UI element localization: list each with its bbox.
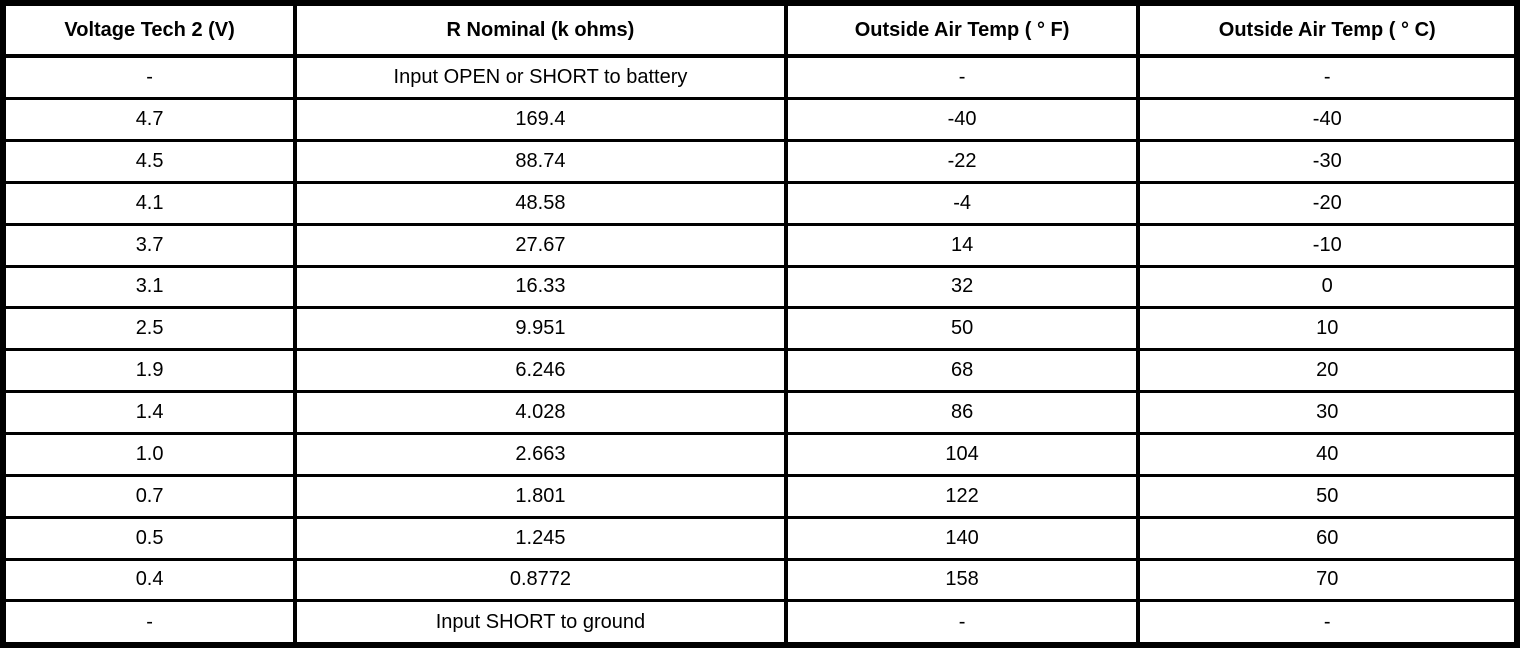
table-cell: 1.9 <box>0 348 298 394</box>
table-cell: 4.7 <box>0 97 298 142</box>
table-cell: -22 <box>783 138 1141 184</box>
table-row: 0.5 1.245 140 60 <box>0 515 1519 561</box>
table-cell: 32 <box>783 264 1141 310</box>
table-cell: -40 <box>1136 97 1519 142</box>
table-cell: 10 <box>1136 306 1519 352</box>
table-row: 4.1 48.58 -4 -20 <box>0 180 1519 226</box>
table-cell: 1.801 <box>293 473 788 519</box>
table-cell: 0.7 <box>0 473 298 519</box>
table-cell: 1.0 <box>0 431 298 477</box>
table-cell: 158 <box>783 557 1141 603</box>
table-cell: -40 <box>783 97 1141 142</box>
table-row: 0.4 0.8772 158 70 <box>0 557 1519 603</box>
table-cell: -30 <box>1136 138 1519 184</box>
table-cell: 2.663 <box>293 431 788 477</box>
table-header-row: Voltage Tech 2 (V) R Nominal (k ohms) Ou… <box>0 1 1519 58</box>
table-cell: 88.74 <box>293 138 788 184</box>
table-cell: - <box>0 54 298 101</box>
table-cell: 6.246 <box>293 348 788 394</box>
table-body: - Input OPEN or SHORT to battery - -4.7 169.… <box>0 54 1519 647</box>
table-row: - Input OPEN or SHORT to battery - - <box>0 54 1519 101</box>
table-row: 3.1 16.33 32 0 <box>0 264 1519 310</box>
column-header-r-nominal: R Nominal (k ohms) <box>293 1 788 58</box>
table-cell: 40 <box>1136 431 1519 477</box>
column-header-temp-f: Outside Air Temp ( ° F) <box>783 1 1141 58</box>
table-cell: 169.4 <box>293 97 788 142</box>
table-cell: 20 <box>1136 348 1519 394</box>
table-cell: 0.4 <box>0 557 298 603</box>
table-cell: 14 <box>783 222 1141 268</box>
table-row: - Input SHORT to ground - - <box>0 599 1519 647</box>
table-cell: 4.5 <box>0 138 298 184</box>
table-cell: 4.028 <box>293 390 788 435</box>
table-row: 1.4 4.028 86 30 <box>0 390 1519 435</box>
table-cell: - <box>783 599 1141 647</box>
table-cell: Input OPEN or SHORT to battery <box>293 54 788 101</box>
table-row: 4.7 169.4 -40 -40 <box>0 97 1519 142</box>
table-cell: 30 <box>1136 390 1519 435</box>
table-cell: 1.4 <box>0 390 298 435</box>
table-row: 4.5 88.74 -22 -30 <box>0 138 1519 184</box>
table-cell: -10 <box>1136 222 1519 268</box>
table-cell: 122 <box>783 473 1141 519</box>
table-row: 0.7 1.801 122 50 <box>0 473 1519 519</box>
table-cell: 27.67 <box>293 222 788 268</box>
table-cell: 68 <box>783 348 1141 394</box>
table-cell: - <box>783 54 1141 101</box>
table-cell: 4.1 <box>0 180 298 226</box>
table-cell: 70 <box>1136 557 1519 603</box>
table-row: 1.9 6.246 68 20 <box>0 348 1519 394</box>
table-cell: Input SHORT to ground <box>293 599 788 647</box>
table-cell: 50 <box>783 306 1141 352</box>
table-cell: - <box>1136 599 1519 647</box>
table-cell: 0.5 <box>0 515 298 561</box>
table-row: 2.5 9.951 50 10 <box>0 306 1519 352</box>
table-cell: 86 <box>783 390 1141 435</box>
table-cell: 16.33 <box>293 264 788 310</box>
table-cell: 50 <box>1136 473 1519 519</box>
table-row: 1.0 2.663 104 40 <box>0 431 1519 477</box>
table-cell: - <box>1136 54 1519 101</box>
table-row: 3.7 27.67 14 -10 <box>0 222 1519 268</box>
table-cell: 48.58 <box>293 180 788 226</box>
table-cell: 60 <box>1136 515 1519 561</box>
table-cell: - <box>0 599 298 647</box>
table-cell: 2.5 <box>0 306 298 352</box>
table-cell: 3.7 <box>0 222 298 268</box>
table-cell: 3.1 <box>0 264 298 310</box>
table-cell: -4 <box>783 180 1141 226</box>
table-cell: 104 <box>783 431 1141 477</box>
column-header-voltage: Voltage Tech 2 (V) <box>0 1 298 58</box>
table-cell: 9.951 <box>293 306 788 352</box>
table-cell: 0.8772 <box>293 557 788 603</box>
table-cell: 1.245 <box>293 515 788 561</box>
table-cell: 140 <box>783 515 1141 561</box>
table-cell: -20 <box>1136 180 1519 226</box>
column-header-temp-c: Outside Air Temp ( ° C) <box>1136 1 1519 58</box>
table-cell: 0 <box>1136 264 1519 310</box>
